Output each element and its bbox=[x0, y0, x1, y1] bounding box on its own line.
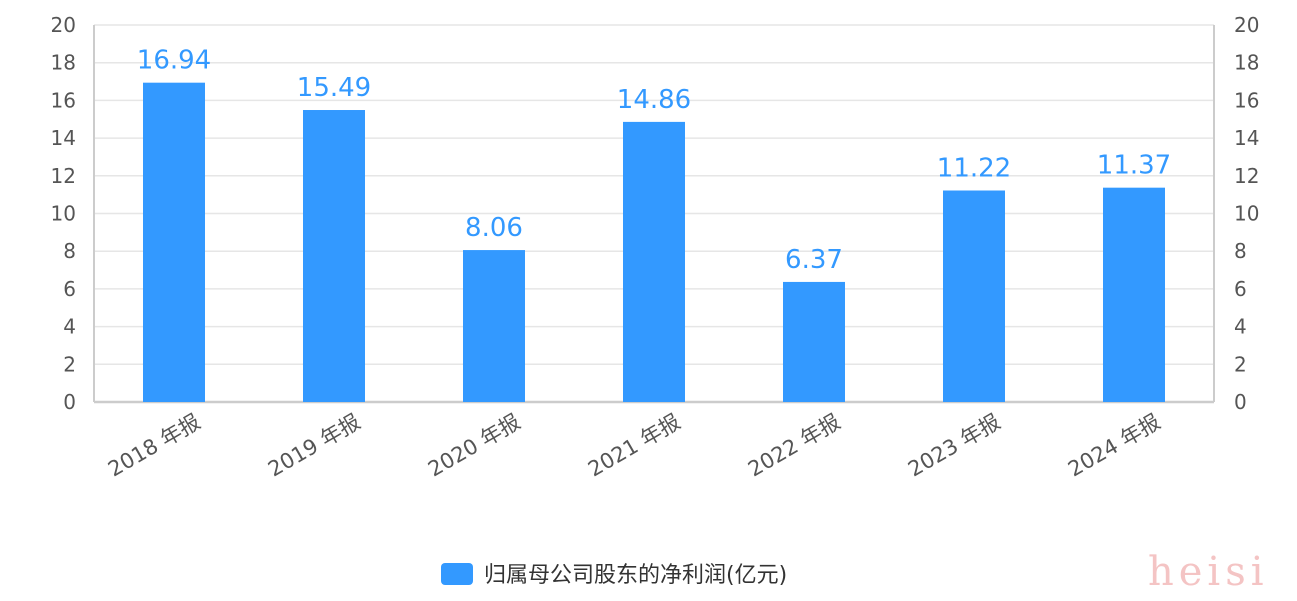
y-axis-left-ticks: 0 2 4 6 8 10 12 14 16 18 20 bbox=[51, 13, 76, 414]
y-tick-label-right: 18 bbox=[1234, 51, 1259, 75]
y-tick-label-right: 14 bbox=[1234, 126, 1259, 150]
y-tick-label-left: 14 bbox=[51, 126, 76, 150]
bar[interactable] bbox=[623, 121, 685, 402]
y-tick-label-right: 4 bbox=[1234, 315, 1247, 339]
x-tick-label: 2024 年报 bbox=[1064, 410, 1164, 482]
y-tick-label-right: 8 bbox=[1234, 239, 1247, 263]
legend-swatch bbox=[441, 563, 473, 585]
x-axis-categories: 2018 年报 2019 年报 2020 年报 2021 年报 2022 年报 2023 … bbox=[104, 410, 1164, 482]
y-tick-label-right: 2 bbox=[1234, 352, 1247, 376]
data-label: 8.06 bbox=[465, 213, 523, 243]
y-tick-label-left: 10 bbox=[51, 202, 76, 226]
bar[interactable] bbox=[143, 82, 205, 402]
legend-label: 归属母公司股东的净利润(亿元) bbox=[484, 563, 787, 588]
data-label: 14.86 bbox=[617, 85, 691, 115]
bar[interactable] bbox=[943, 190, 1005, 402]
y-tick-label-left: 6 bbox=[63, 277, 76, 301]
y-tick-label-left: 8 bbox=[63, 239, 76, 263]
bars bbox=[143, 82, 1165, 403]
y-tick-label-right: 12 bbox=[1234, 164, 1259, 188]
bar[interactable] bbox=[783, 281, 845, 402]
x-tick-label: 2021 年报 bbox=[584, 410, 684, 482]
x-tick-label: 2018 年报 bbox=[104, 410, 204, 482]
y-tick-label-right: 10 bbox=[1234, 202, 1259, 226]
bar[interactable] bbox=[1103, 187, 1165, 402]
y-tick-label-left: 12 bbox=[51, 164, 76, 188]
y-tick-label-right: 16 bbox=[1234, 88, 1259, 112]
y-tick-label-right: 6 bbox=[1234, 277, 1247, 301]
data-label: 11.22 bbox=[937, 154, 1011, 184]
bar[interactable] bbox=[463, 250, 525, 402]
y-tick-label-right: 0 bbox=[1234, 390, 1247, 414]
y-tick-label-left: 2 bbox=[63, 352, 76, 376]
bar[interactable] bbox=[303, 110, 365, 403]
y-tick-label-left: 18 bbox=[51, 51, 76, 75]
y-tick-label-left: 16 bbox=[51, 88, 76, 112]
watermark-text: heisi bbox=[1148, 549, 1269, 595]
y-tick-label-right: 20 bbox=[1234, 13, 1259, 37]
legend[interactable]: 归属母公司股东的净利润(亿元) bbox=[441, 563, 787, 588]
data-label: 15.49 bbox=[297, 73, 371, 103]
x-tick-label: 2023 年报 bbox=[904, 410, 1004, 482]
y-tick-label-left: 20 bbox=[51, 13, 76, 37]
y-axis-right-ticks: 0 2 4 6 8 10 12 14 16 18 20 bbox=[1234, 13, 1259, 414]
x-tick-label: 2019 年报 bbox=[264, 410, 364, 482]
data-label: 6.37 bbox=[785, 245, 843, 275]
y-tick-label-left: 4 bbox=[63, 315, 76, 339]
data-labels: 16.94 15.49 8.06 14.86 6.37 11.22 11.37 bbox=[137, 46, 1171, 275]
y-tick-label-left: 0 bbox=[63, 390, 76, 414]
x-tick-label: 2020 年报 bbox=[424, 410, 524, 482]
data-label: 11.37 bbox=[1097, 151, 1171, 181]
x-tick-label: 2022 年报 bbox=[744, 410, 844, 482]
data-label: 16.94 bbox=[137, 46, 211, 76]
